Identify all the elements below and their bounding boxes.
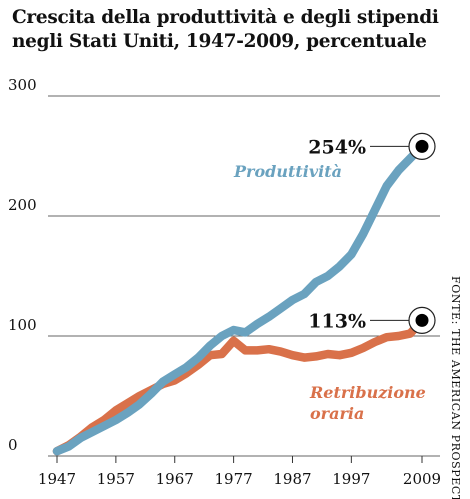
series-line-retribuzione [52, 316, 427, 456]
series-label-line: oraria [310, 404, 364, 423]
end-marker-dot [415, 139, 429, 153]
y-tick-label: 200 [8, 196, 37, 214]
end-label-retribuzione: 113% [308, 310, 366, 332]
x-tick-label: 1987 [273, 470, 311, 488]
x-tick-label: 2009 [403, 470, 441, 488]
x-tick-label: 1947 [38, 470, 76, 488]
series-labels: 254% 113% Produttività Retribuzione oraria [233, 136, 426, 423]
series-lines [52, 142, 427, 456]
x-tick-label: 1957 [97, 470, 135, 488]
y-tick-label: 300 [8, 76, 37, 94]
y-tick-label: 0 [8, 436, 18, 454]
series-label-line: Produttività [233, 162, 342, 181]
y-tick-label: 100 [8, 316, 37, 334]
x-axis: 1947 1957 1967 1977 1987 1997 2009 [38, 456, 441, 488]
source-note: FONTE: THE AMERICAN PROSPECT [449, 276, 462, 499]
x-tick-label: 1967 [156, 470, 194, 488]
chart-title: Crescita della produttività e degli stip… [12, 7, 439, 52]
end-markers [370, 132, 436, 334]
grid-lines [48, 95, 440, 457]
series-label-retribuzione: Retribuzione oraria [309, 383, 426, 423]
y-axis-ticks: 0 100 200 300 [8, 76, 37, 454]
end-marker-dot [415, 313, 429, 327]
series-label-produttivita: Produttività [233, 162, 342, 181]
series-label-line: Retribuzione [309, 383, 426, 402]
x-tick-label: 1977 [215, 470, 253, 488]
series-line-produttivita [52, 142, 427, 456]
x-tick-label: 1997 [332, 470, 370, 488]
end-label-produttivita: 254% [308, 136, 366, 158]
